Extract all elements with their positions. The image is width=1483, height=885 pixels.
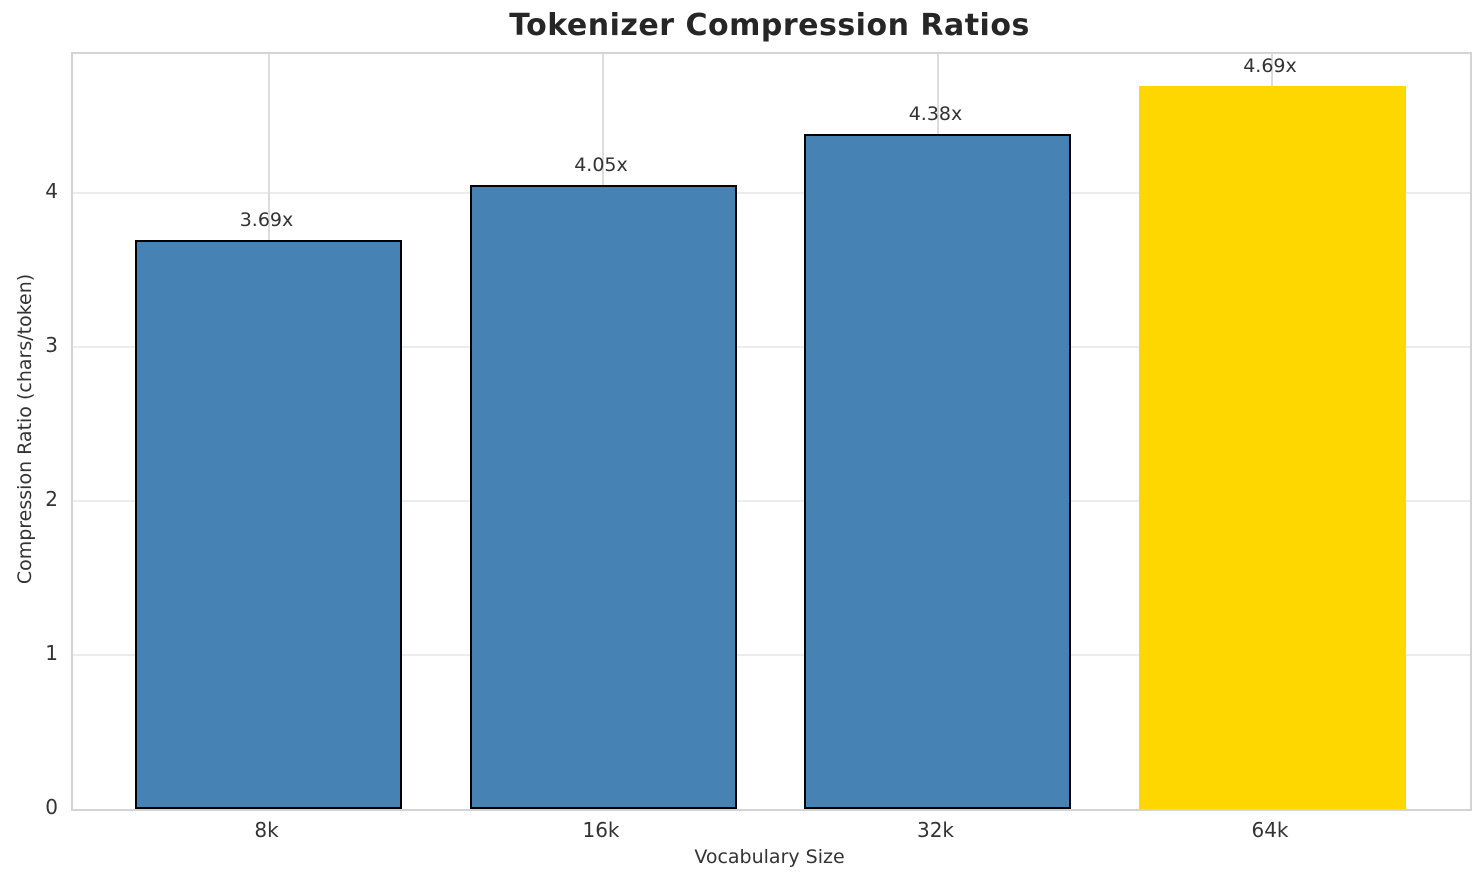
bar-16k [469, 184, 737, 809]
gridline-horizontal [73, 191, 1470, 194]
y-tick-label: 0 [45, 795, 58, 819]
y-tick-label: 1 [45, 640, 58, 665]
bar-64k [1138, 86, 1406, 809]
x-tick-label: 8k [254, 818, 279, 842]
gridline-horizontal [73, 345, 1470, 348]
plot-area [71, 52, 1472, 811]
bar-value-label: 4.38x [908, 103, 963, 126]
chart-title: Tokenizer Compression Ratios [509, 8, 1030, 43]
bar-value-label: 4.05x [574, 153, 628, 176]
bar-32k [804, 134, 1071, 809]
x-axis-label: Vocabulary Size [694, 846, 845, 868]
y-tick-label: 2 [45, 486, 58, 511]
gridline-horizontal [73, 653, 1470, 656]
gridline-horizontal [73, 499, 1470, 502]
y-axis-label-text: Compression Ratio (chars/token) [14, 273, 36, 585]
bar-value-label: 4.69x [1243, 55, 1297, 78]
bar-value-label: 3.69x [239, 209, 294, 232]
bar-8k [135, 240, 402, 809]
y-tick-label: 4 [45, 178, 58, 203]
x-tick-label: 16k [582, 818, 620, 842]
x-tick-label: 64k [1251, 818, 1289, 842]
x-tick-label: 32k [916, 818, 955, 842]
y-tick-label: 3 [45, 332, 58, 357]
